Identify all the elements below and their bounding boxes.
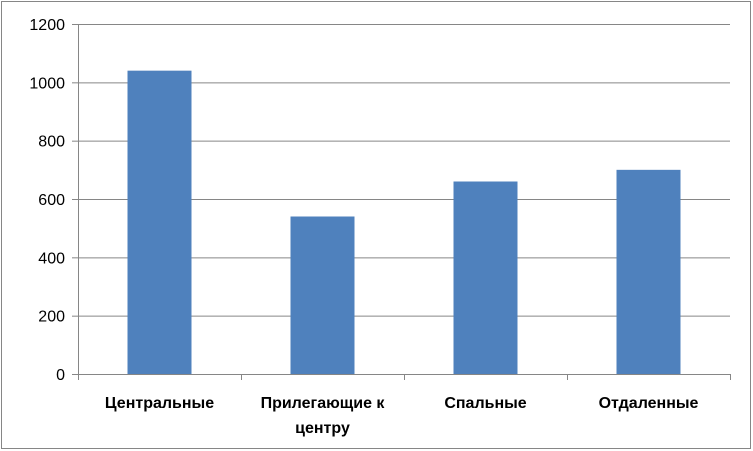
x-category-label: Центральные [105, 395, 214, 412]
x-category-label: центру [295, 420, 350, 437]
y-tick-label: 1200 [29, 17, 65, 34]
bar [453, 181, 518, 374]
y-tick-label: 200 [38, 309, 65, 326]
bar [616, 169, 681, 374]
y-tick-label: 0 [56, 367, 65, 384]
x-category-label: Прилегающие к [261, 395, 386, 412]
x-category-label: Спальные [444, 395, 526, 412]
bars [127, 70, 681, 375]
y-tick-label: 800 [38, 134, 65, 151]
y-tick-label: 600 [38, 192, 65, 209]
bar [290, 216, 355, 374]
x-category-label: Отдаленные [599, 395, 699, 412]
axes [78, 24, 731, 380]
y-tick-label: 1000 [29, 75, 65, 92]
bar [127, 70, 192, 375]
x-axis-category-labels: Центральные Прилегающие к центру Спальные От… [105, 395, 699, 437]
y-axis-tick-labels: 0 200 400 600 800 1000 1200 [29, 17, 65, 384]
y-tick-label: 400 [38, 250, 65, 267]
